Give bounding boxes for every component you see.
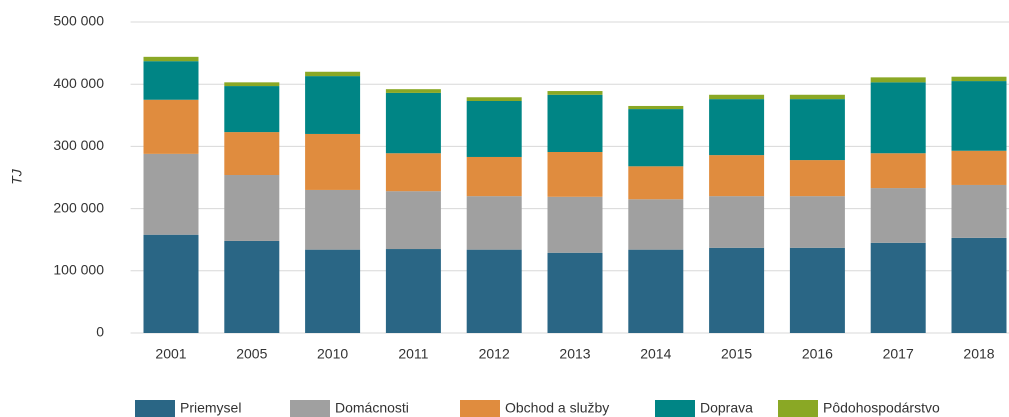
y-tick-label: 500 000 xyxy=(53,13,104,29)
x-tick-label: 2011 xyxy=(398,346,428,362)
bar-segment xyxy=(466,156,522,197)
bar-segment xyxy=(547,91,603,95)
bar-segment xyxy=(385,153,441,192)
x-tick-label: 2010 xyxy=(317,346,348,362)
bar-segment xyxy=(385,249,441,333)
bar-segment xyxy=(709,99,765,156)
bar-segment xyxy=(143,234,199,333)
legend-label: Obchod a služby xyxy=(505,400,609,416)
bar-segment xyxy=(385,92,441,154)
bar-segment xyxy=(466,100,522,157)
bar-segment xyxy=(951,184,1007,238)
bar-segment xyxy=(709,94,765,100)
y-tick-label: 300 000 xyxy=(53,137,104,153)
y-tick-label: 200 000 xyxy=(53,199,104,215)
x-tick-label: 2016 xyxy=(802,346,833,362)
legend-label: Pôdohospodárstvo xyxy=(823,400,940,416)
bar-segment xyxy=(305,249,361,333)
bar-segment xyxy=(305,76,361,134)
bar-segment xyxy=(466,249,522,333)
bar-segment xyxy=(628,109,684,167)
x-tick-label: 2017 xyxy=(883,346,914,362)
bar-segment xyxy=(143,56,199,62)
legend-swatch xyxy=(460,400,500,417)
y-tick-label: 0 xyxy=(96,324,104,340)
bar-segment xyxy=(547,151,603,197)
bar-segment xyxy=(951,237,1007,333)
y-axis-label: TJ xyxy=(9,168,25,185)
bar-segment xyxy=(628,105,684,110)
bar-segment xyxy=(789,196,845,248)
x-tick-label: 2015 xyxy=(721,346,752,362)
bar-segment xyxy=(143,153,199,235)
bar-segment xyxy=(224,86,280,133)
legend-swatch xyxy=(290,400,330,417)
legend-swatch xyxy=(655,400,695,417)
bar-segment xyxy=(466,97,522,101)
y-tick-label: 100 000 xyxy=(53,262,104,278)
legend-swatch xyxy=(778,400,818,417)
bar-segment xyxy=(305,189,361,250)
bar-segment xyxy=(143,61,199,100)
bar-segment xyxy=(951,81,1007,151)
y-tick-label: 400 000 xyxy=(53,75,104,91)
x-tick-label: 2001 xyxy=(155,346,186,362)
bar-segment xyxy=(305,133,361,190)
bar-segment xyxy=(951,76,1007,82)
bar-segment xyxy=(224,175,280,241)
bar-segment xyxy=(224,240,280,333)
bar-segment xyxy=(224,132,280,176)
bar-segment xyxy=(709,155,765,197)
bar-segment xyxy=(789,247,845,333)
bar-segment xyxy=(870,82,926,154)
legend-swatch xyxy=(135,400,175,417)
bar-segment xyxy=(143,99,199,154)
x-tick-label: 2012 xyxy=(479,346,510,362)
x-tick-label: 2005 xyxy=(236,346,267,362)
bar-segment xyxy=(547,196,603,253)
bar-segment xyxy=(385,89,441,93)
bar-segment xyxy=(709,247,765,333)
bar-segment xyxy=(466,196,522,250)
bar-segment xyxy=(789,160,845,197)
bar-segment xyxy=(951,150,1007,185)
bar-segment xyxy=(789,99,845,161)
bar-segment xyxy=(870,153,926,189)
legend-label: Priemysel xyxy=(180,400,241,416)
bar-segment xyxy=(709,196,765,248)
bar-segment xyxy=(628,199,684,250)
bar-segment xyxy=(870,188,926,243)
bar-segment xyxy=(628,166,684,200)
bar-segment xyxy=(305,71,361,77)
bar-segment xyxy=(224,82,280,87)
bar-segment xyxy=(628,249,684,333)
bar-segment xyxy=(870,77,926,83)
bar-segment xyxy=(870,242,926,333)
legend-label: Doprava xyxy=(700,400,753,416)
x-tick-label: 2013 xyxy=(559,346,590,362)
bar-segment xyxy=(547,94,603,152)
bar-segment xyxy=(789,94,845,100)
x-tick-label: 2014 xyxy=(640,346,671,362)
bar-segment xyxy=(385,191,441,250)
bar-segment xyxy=(547,252,603,333)
x-tick-label: 2018 xyxy=(963,346,994,362)
legend-label: Domácnosti xyxy=(335,400,409,416)
